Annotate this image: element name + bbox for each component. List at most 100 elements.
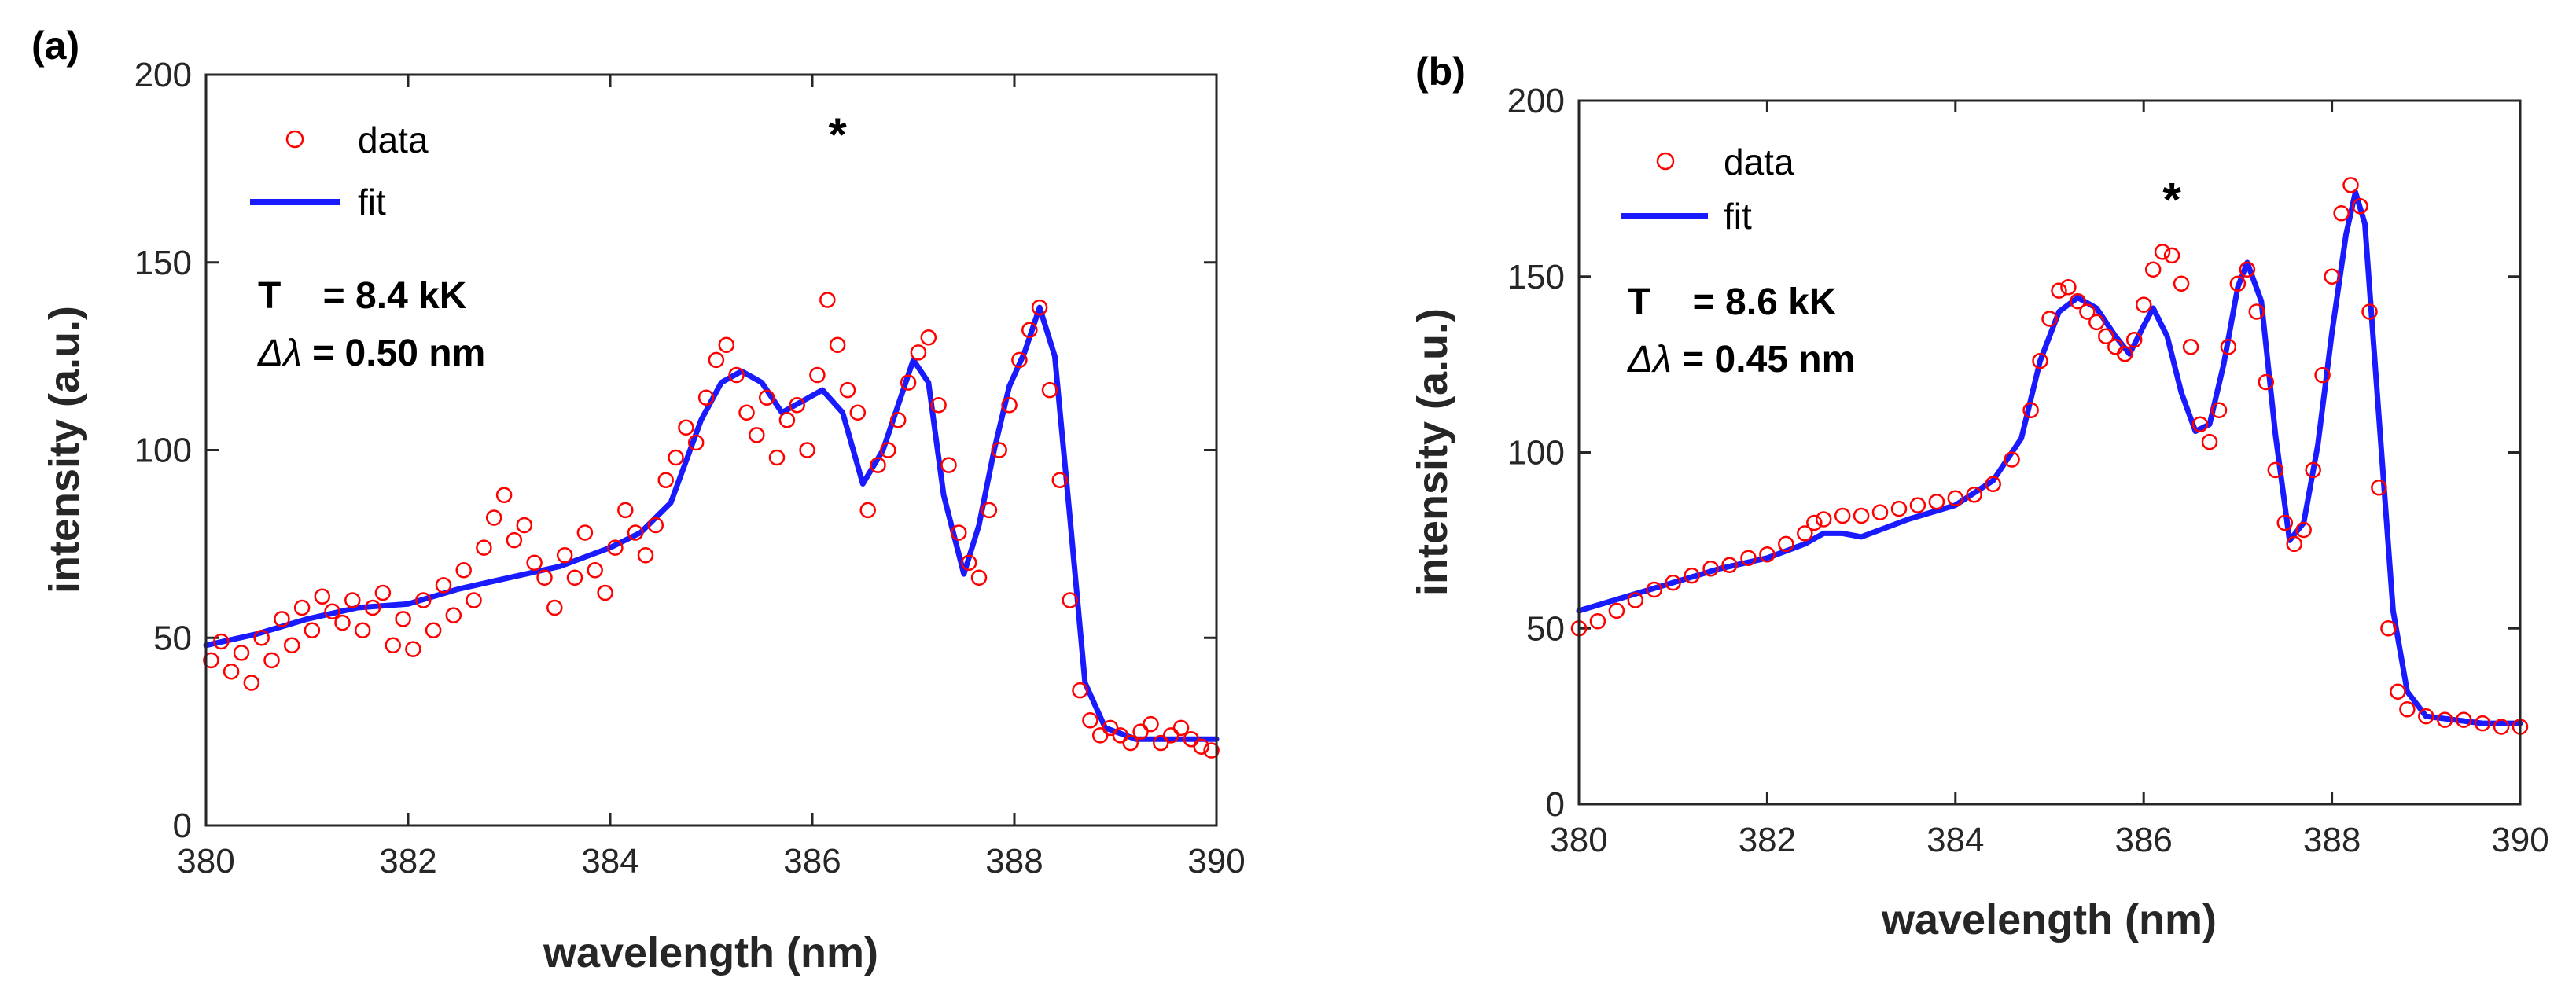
data-point [1815, 511, 1832, 528]
data-point [415, 592, 432, 608]
tick-layer: 380 382 384 386 388 390 0 50 100 150 200 [1507, 82, 2549, 859]
data-point [2352, 198, 2368, 215]
y-axis-label: intensity (a.u.) [41, 306, 88, 594]
y-tick-label: 100 [1507, 434, 1565, 472]
data-point [334, 614, 351, 631]
data-point [910, 344, 927, 361]
data-point [2267, 461, 2284, 479]
y-tick-label: 50 [153, 619, 192, 657]
data-point [2088, 314, 2105, 331]
data-point [374, 584, 392, 601]
data-point [223, 663, 240, 680]
peak-marker-asterisk: * [828, 108, 847, 161]
y-tick-label: 150 [134, 244, 192, 282]
data-point [617, 502, 634, 519]
data-point [1143, 715, 1159, 733]
data-point [758, 389, 775, 406]
data-point [2032, 352, 2048, 369]
data-point [1806, 514, 1823, 531]
panel-b: (b) 380 382 384 386 388 390 0 50 100 150 200 inten… [1409, 50, 2549, 943]
data-point [304, 622, 321, 638]
data-points-layer [1570, 177, 2529, 735]
data-point [657, 472, 674, 488]
legend-data-marker [285, 130, 304, 149]
data-point [2399, 700, 2416, 718]
data-point [2191, 416, 2209, 432]
data-point [395, 611, 411, 627]
data-point [2060, 278, 2077, 296]
data-point [2286, 535, 2302, 553]
data-point [2163, 247, 2180, 264]
data-point [697, 389, 715, 406]
data-point [749, 427, 765, 443]
data-points-layer [203, 292, 1220, 759]
data-point [293, 599, 311, 616]
legend-fit-label: fit [1724, 196, 1752, 237]
temperature-annotation: T = 8.6 kK [1628, 281, 1837, 323]
data-point [849, 404, 867, 421]
data-point [1021, 322, 1038, 338]
data-point [960, 554, 977, 572]
data-point [385, 637, 401, 654]
data-point [900, 374, 917, 391]
x-tick-label: 390 [1187, 842, 1245, 881]
data-point [678, 419, 694, 436]
y-tick-label: 200 [134, 56, 192, 94]
data-point [1153, 734, 1169, 752]
data-point [1031, 299, 1048, 316]
data-point [2314, 366, 2331, 384]
data-point [809, 366, 826, 384]
data-point [2305, 461, 2321, 479]
tick-layer: 380 382 384 386 388 390 0 50 100 150 200 [134, 56, 1246, 881]
data-point [495, 487, 513, 504]
data-point [647, 517, 664, 534]
data-point [2125, 332, 2143, 348]
delta-lambda-symbol: Δλ [1627, 339, 1672, 381]
data-point [587, 562, 603, 579]
data-point [526, 554, 543, 572]
data-point [455, 562, 472, 579]
data-point [2022, 402, 2039, 419]
data-point [2229, 275, 2247, 292]
data-point [1890, 500, 1908, 517]
data-point [2004, 451, 2020, 468]
data-point [2361, 303, 2378, 320]
data-point [536, 569, 553, 586]
legend: data fit [250, 119, 429, 222]
data-point [1778, 535, 1794, 553]
data-point [970, 569, 988, 586]
data-point [2276, 514, 2294, 531]
data-point [516, 517, 533, 534]
data-point [283, 637, 300, 654]
x-tick-label: 382 [1739, 821, 1796, 859]
data-point [445, 607, 462, 623]
panel-label: (b) [1415, 50, 1466, 94]
data-point [354, 622, 371, 638]
data-point [2098, 328, 2114, 345]
y-tick-label: 150 [1507, 258, 1565, 296]
data-point [2070, 292, 2086, 310]
data-point [799, 442, 815, 458]
data-point [546, 599, 563, 616]
x-tick-label: 390 [2491, 821, 2548, 859]
data-point [2173, 275, 2190, 292]
data-point [2220, 339, 2237, 355]
data-point [2455, 711, 2472, 728]
data-point [627, 524, 644, 541]
fit-curve [1576, 189, 2523, 726]
data-point [2107, 339, 2124, 355]
data-point [1665, 574, 1681, 591]
data-point [506, 531, 523, 549]
data-point [1001, 396, 1018, 414]
data-point [718, 336, 735, 354]
panel-a: (a) 380 382 384 386 388 390 0 50 100 150 200 inten… [31, 24, 1246, 976]
data-point [2154, 244, 2171, 260]
data-point [2201, 433, 2218, 450]
data-point [1909, 497, 1926, 513]
x-tick-label: 384 [581, 842, 638, 881]
data-point [2418, 708, 2434, 725]
data-point [1122, 734, 1139, 752]
data-point [2182, 339, 2199, 355]
data-point [981, 502, 998, 519]
